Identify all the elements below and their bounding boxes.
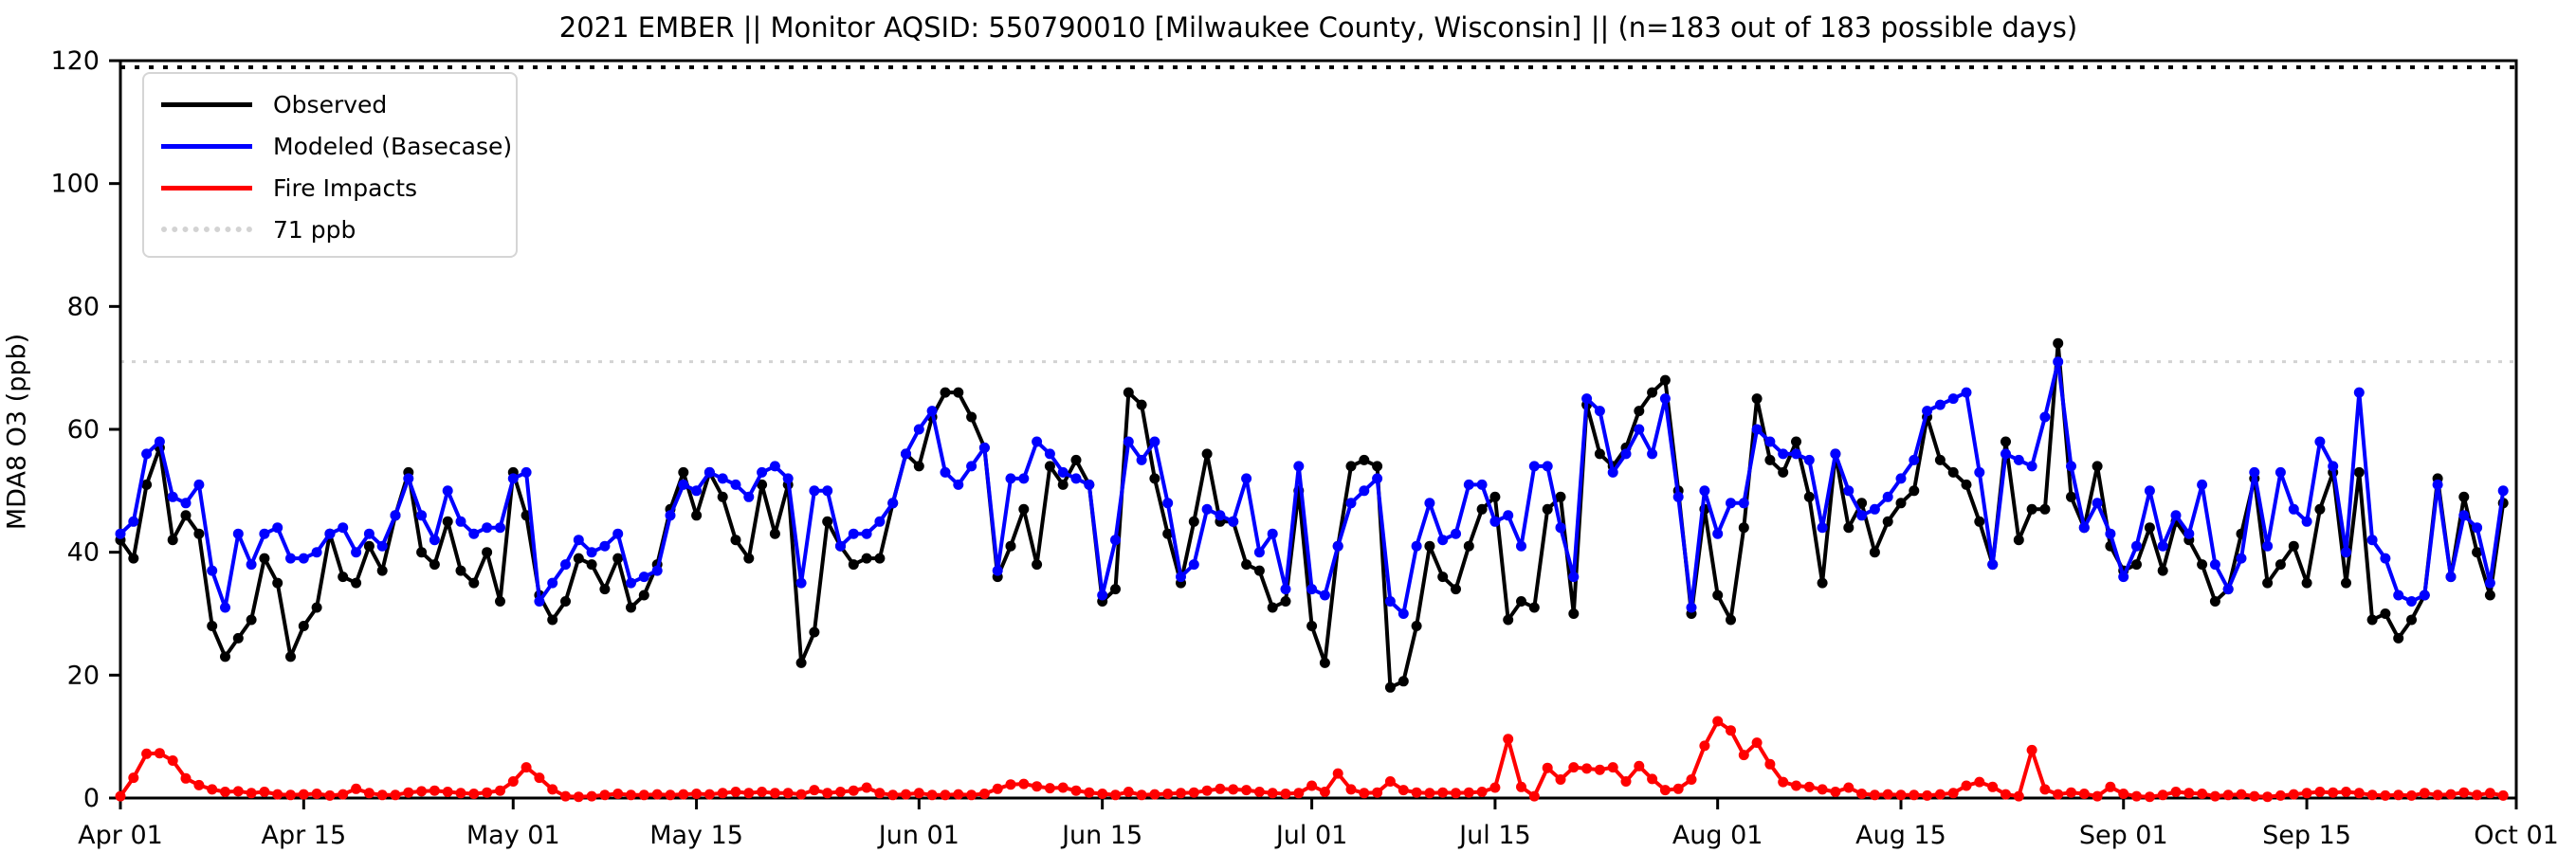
x-tick-label: Jul 01 <box>1274 821 1348 850</box>
chart-title: 2021 EMBER || Monitor AQSID: 550790010 [… <box>558 11 2078 44</box>
legend-label: 71 ppb <box>273 215 356 244</box>
x-tick-label: Jun 01 <box>877 821 959 850</box>
x-tick-label: May 01 <box>466 821 560 850</box>
legend-item-observed: Observed <box>144 83 516 125</box>
modeled-basecase-markers <box>115 356 2509 619</box>
y-tick-label: 40 <box>67 538 100 568</box>
fire-impacts-markers <box>115 716 2509 803</box>
y-tick-label: 20 <box>67 661 100 690</box>
legend-item-threshold: 71 ppb <box>144 209 516 250</box>
y-tick-label: 60 <box>67 415 100 445</box>
x-tick-label: Apr 01 <box>78 821 163 850</box>
modeled-line-icon <box>161 143 252 149</box>
x-tick-label: Jul 15 <box>1457 821 1531 850</box>
observed-markers <box>115 337 2509 693</box>
x-tick-label: Aug 01 <box>1672 821 1763 850</box>
x-tick-label: Jun 15 <box>1060 821 1142 850</box>
legend-item-fire: Fire Impacts <box>144 167 516 209</box>
x-tick-label: Sep 15 <box>2262 821 2351 850</box>
x-tick-label: Aug 15 <box>1855 821 1946 850</box>
y-tick-label: 120 <box>50 46 100 76</box>
x-tick-label: Oct 01 <box>2474 821 2559 850</box>
legend-label: Modeled (Basecase) <box>273 132 513 160</box>
x-tick-label: Apr 15 <box>261 821 346 850</box>
fire-line-icon <box>161 185 252 191</box>
legend-item-modeled: Modeled (Basecase) <box>144 125 516 167</box>
y-tick-label: 0 <box>83 784 100 813</box>
observed-line-icon <box>161 101 252 107</box>
legend: Observed Modeled (Basecase) Fire Impacts… <box>142 72 518 258</box>
legend-label: Observed <box>273 90 388 118</box>
legend-label: Fire Impacts <box>273 173 418 202</box>
y-tick-label: 100 <box>50 170 100 199</box>
threshold-line-icon <box>161 227 252 232</box>
x-tick-label: May 15 <box>649 821 743 850</box>
y-tick-label: 80 <box>67 292 100 321</box>
x-tick-label: Sep 01 <box>2079 821 2168 850</box>
